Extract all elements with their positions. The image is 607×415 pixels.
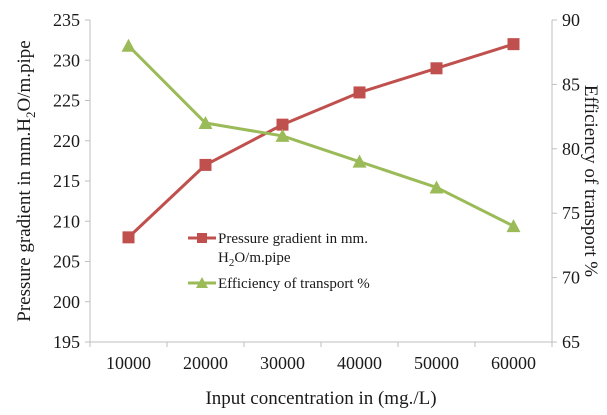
legend-item-efficiency: Efficiency of transport % (188, 276, 370, 292)
data-point-square (122, 231, 135, 244)
right-axis-title: Efficiency of transport % (580, 85, 601, 277)
data-point-triangle (352, 154, 367, 168)
series-efficiency (121, 38, 521, 233)
data-point-triangle (198, 116, 213, 130)
x-tick-label: 10000 (106, 353, 151, 373)
series-pressure (122, 38, 520, 244)
x-tick-label: 30000 (260, 353, 305, 373)
axes (89, 20, 553, 343)
left-tick-label: 200 (53, 292, 80, 312)
legend-pressure-marker (197, 233, 207, 243)
legend: Pressure gradient in mm. H2O/m.pipe Effi… (188, 231, 370, 292)
left-tick-label: 225 (53, 91, 80, 111)
data-point-square (353, 86, 366, 99)
right-axis-ticks: 65 70 75 80 85 90 (552, 10, 580, 352)
left-tick-label: 230 (53, 50, 80, 70)
legend-efficiency-marker (196, 277, 208, 288)
right-tick-label: 90 (562, 10, 580, 30)
left-tick-label: 215 (53, 171, 80, 191)
data-point-triangle (506, 219, 521, 233)
data-point-triangle (429, 180, 444, 194)
series-layer (121, 38, 521, 244)
x-tick-label: 50000 (414, 353, 459, 373)
right-tick-label: 80 (562, 139, 580, 159)
left-tick-label: 205 (53, 252, 80, 272)
right-tick-label: 65 (562, 332, 580, 352)
left-tick-label: 235 (53, 10, 80, 30)
left-tick-label: 210 (53, 211, 80, 231)
data-point-triangle (121, 38, 136, 52)
right-tick-label: 70 (562, 268, 580, 288)
legend-pressure-label-line2: H2O/m.pipe (218, 250, 291, 269)
data-point-triangle (275, 128, 290, 142)
left-tick-label: 195 (53, 332, 80, 352)
right-tick-label: 75 (562, 203, 580, 223)
data-point-square (507, 38, 520, 51)
x-tick-label: 60000 (491, 353, 536, 373)
left-axis-title: Pressure gradient in mm.H2O/m.pipe (14, 40, 38, 321)
x-tick-label: 20000 (183, 353, 228, 373)
x-axis-ticks: 10000 20000 30000 40000 50000 60000 (89, 342, 553, 373)
legend-pressure-label-line1: Pressure gradient in mm. (218, 231, 368, 247)
series-line (127, 44, 515, 228)
legend-item-pressure: Pressure gradient in mm. H2O/m.pipe (188, 231, 368, 269)
data-point-square (276, 118, 289, 131)
legend-efficiency-label: Efficiency of transport % (218, 276, 370, 292)
left-axis-ticks: 195 200 205 210 215 220 225 230 235 (53, 10, 90, 352)
data-point-square (430, 62, 443, 75)
right-tick-label: 85 (562, 74, 580, 94)
data-point-square (199, 158, 212, 171)
left-tick-label: 220 (53, 131, 80, 151)
series-line (127, 42, 514, 239)
x-axis-title: Input concentration in (mg./L) (205, 388, 436, 409)
x-tick-label: 40000 (337, 353, 382, 373)
